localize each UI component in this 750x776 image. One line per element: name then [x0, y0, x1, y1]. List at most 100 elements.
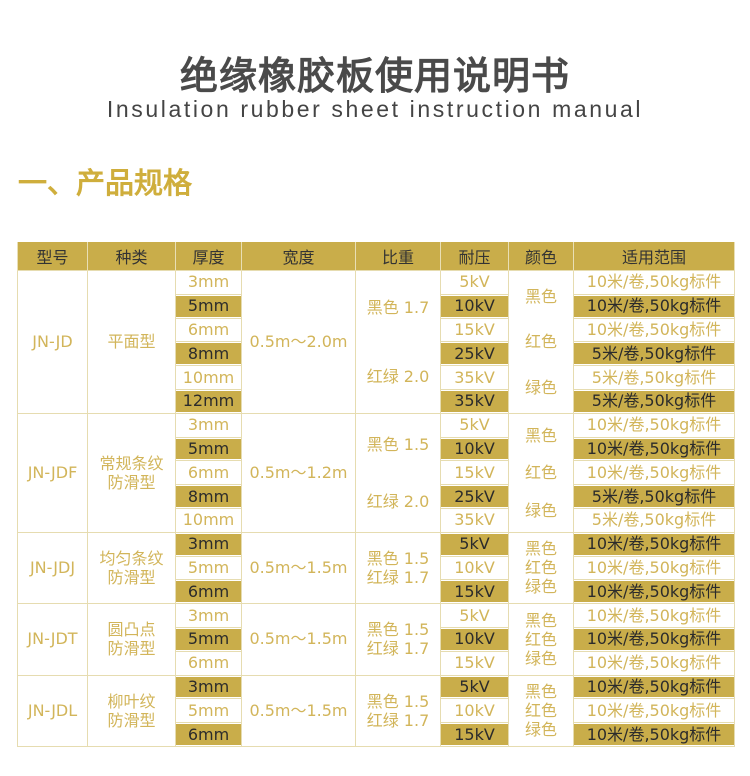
table-row: 5mm 10kV 10米/卷,50kg标件 [18, 293, 735, 319]
voltage-cell: 15kV [440, 722, 509, 747]
range-cell: 5米/卷,50kg标件 [573, 388, 735, 414]
thickness-cell: 6mm [175, 317, 242, 343]
cell-line: 防滑型 [107, 639, 156, 659]
cell-line: 红绿 1.7 [366, 639, 430, 659]
voltage-cell: 15kV [440, 650, 509, 676]
range-cell: 10米/卷,50kg标件 [573, 436, 735, 462]
cell-line: 圆凸点 [107, 620, 156, 640]
model-cell: JN-JDL [17, 674, 88, 747]
density-cell: 黑色 1.5 红绿 1.7 [355, 531, 441, 605]
cell-line: 黑色 [524, 682, 557, 702]
cell-line: 防滑型 [107, 472, 156, 492]
thickness-cell: 6mm [175, 579, 242, 605]
voltage-cell: 5kV [440, 603, 509, 628]
cell-line: 黑色 1.5 [366, 620, 430, 640]
cell-line: 红绿 2.0 [366, 366, 430, 386]
range-cell: 10米/卷,50kg标件 [573, 674, 735, 700]
voltage-cell: 35kV [440, 365, 509, 390]
thickness-cell: 3mm [175, 531, 242, 557]
type-cell-stack: 常规条纹 防滑型 [89, 416, 175, 529]
table-row: 6mm 15kV 10米/卷,50kg标件 [18, 579, 735, 605]
cell-line: 防滑型 [107, 710, 156, 730]
voltage-cell: 5kV [440, 674, 509, 700]
thickness-cell: 3mm [175, 603, 242, 628]
color-cell-stack: 黑色 红色 绿色 [510, 273, 573, 410]
range-cell: 10米/卷,50kg标件 [573, 650, 735, 676]
table-row: 5mm 10kV 10米/卷,50kg标件 [18, 555, 735, 581]
type-cell: 常规条纹 防滑型 [87, 412, 176, 533]
voltage-cell: 35kV [440, 507, 509, 533]
cell-line: 红色 [524, 701, 557, 721]
voltage-cell: 10kV [440, 626, 509, 652]
table-row: JN-JDF 常规条纹 防滑型 3mm 0.5m～1.2m 黑色 1.5 红绿 2.0 5kV… [17, 412, 735, 533]
thickness-cell: 8mm [175, 341, 242, 367]
density-cell-stack: 黑色 1.5 红绿 1.7 [357, 678, 440, 743]
column-header: 型号 [17, 242, 88, 271]
type-cell: 圆凸点 防滑型 [87, 603, 176, 676]
table-row: 12mm 35kV 5米/卷,50kg标件 [18, 388, 735, 414]
color-cell-stack: 黑色 红色 绿色 [510, 607, 573, 672]
density-cell: 黑色 1.5 红绿 1.7 [355, 674, 441, 747]
thickness-cell: 3mm [175, 412, 242, 438]
table-row: 8mm 25kV 5米/卷,50kg标件 [18, 341, 735, 367]
thickness-cell: 5mm [175, 698, 242, 724]
color-cell: 黑色 红色 绿色 [508, 603, 574, 676]
color-cell-stack: 黑色 红色 绿色 [510, 535, 573, 600]
cell-line: 均匀条纹 [99, 548, 164, 568]
voltage-cell: 15kV [440, 460, 509, 486]
density-cell-stack: 黑色 1.5 红绿 1.7 [357, 535, 440, 600]
cell-line: 柳叶纹 [107, 691, 156, 711]
width-cell: 0.5m～1.5m [241, 531, 356, 605]
range-cell: 10米/卷,50kg标件 [573, 293, 735, 319]
color-cell: 黑色 红色 绿色 [508, 270, 574, 414]
cell-line: 绿色 [524, 377, 557, 397]
cell-line: 黑色 1.5 [366, 435, 430, 455]
table-row: JN-JDL 柳叶纹 防滑型 3mm 0.5m～1.5m 黑色 1.5 红绿 1.7 5kV 黑… [17, 674, 735, 747]
range-cell: 10米/卷,50kg标件 [573, 722, 735, 747]
type-cell-stack: 柳叶纹 防滑型 [89, 678, 175, 743]
thickness-cell: 3mm [175, 270, 242, 295]
voltage-cell: 5kV [440, 531, 509, 557]
range-cell: 10米/卷,50kg标件 [573, 531, 735, 557]
type-cell: 均匀条纹 防滑型 [87, 531, 176, 605]
section-heading: 一、产品规格 [18, 166, 193, 200]
width-cell: 0.5m～1.5m [241, 603, 356, 676]
voltage-cell: 10kV [440, 436, 509, 462]
thickness-cell: 10mm [175, 507, 242, 533]
cell-line: 绿色 [524, 648, 557, 668]
voltage-cell: 10kV [440, 293, 509, 319]
table-row: JN-JD 平面型 3mm 0.5m～2.0m 黑色 1.7 红绿 2.0 5kV 黑色 红色绿… [17, 270, 735, 414]
range-cell: 10米/卷,50kg标件 [573, 317, 735, 343]
voltage-cell: 25kV [440, 341, 509, 367]
voltage-cell: 10kV [440, 555, 509, 581]
table-row: 6mm 15kV 10米/卷,50kg标件 [18, 650, 735, 676]
range-cell: 10米/卷,50kg标件 [573, 555, 735, 581]
thickness-cell: 3mm [175, 674, 242, 700]
column-header: 颜色 [508, 242, 574, 271]
page-title: 绝缘橡胶板使用说明书 [179, 54, 570, 98]
cell-line: 平面型 [107, 332, 156, 352]
table-row: 5mm 10kV 10米/卷,50kg标件 [18, 626, 735, 652]
range-cell: 10米/卷,50kg标件 [573, 460, 735, 486]
table-row: JN-JDJ 均匀条纹 防滑型 3mm 0.5m～1.5m 黑色 1.5 红绿 1.7 5kV… [17, 531, 735, 605]
range-cell: 10米/卷,50kg标件 [573, 603, 735, 628]
spec-table: 型号 种类 厚度 宽度 比重 耐压 颜色 适用范围 JN-JD 平面型 3mm 0.5… [17, 242, 735, 747]
thickness-cell: 5mm [175, 626, 242, 652]
cell-line: 红色 [524, 629, 557, 649]
table-row: 5mm 10kV 10米/卷,50kg标件 [18, 698, 735, 724]
cell-line: 红绿 1.7 [366, 567, 430, 587]
density-cell-stack: 黑色 1.5 红绿 1.7 [357, 607, 440, 672]
column-header: 适用范围 [573, 242, 735, 271]
density-cell: 黑色 1.5 红绿 2.0 [355, 412, 441, 533]
thickness-cell: 10mm [175, 365, 242, 390]
model-cell: JN-JDJ [17, 531, 88, 605]
table-row: 6mm 15kV 10米/卷,50kg标件 [18, 317, 735, 343]
model-cell: JN-JD [17, 270, 88, 414]
column-header: 耐压 [440, 242, 509, 271]
table-row: 5mm 10kV 10米/卷,50kg标件 [18, 436, 735, 462]
range-cell: 5米/卷,50kg标件 [573, 341, 735, 367]
voltage-cell: 5kV [440, 270, 509, 295]
column-header: 种类 [87, 242, 176, 271]
type-cell: 柳叶纹 防滑型 [87, 674, 176, 747]
range-cell: 10米/卷,50kg标件 [573, 579, 735, 605]
